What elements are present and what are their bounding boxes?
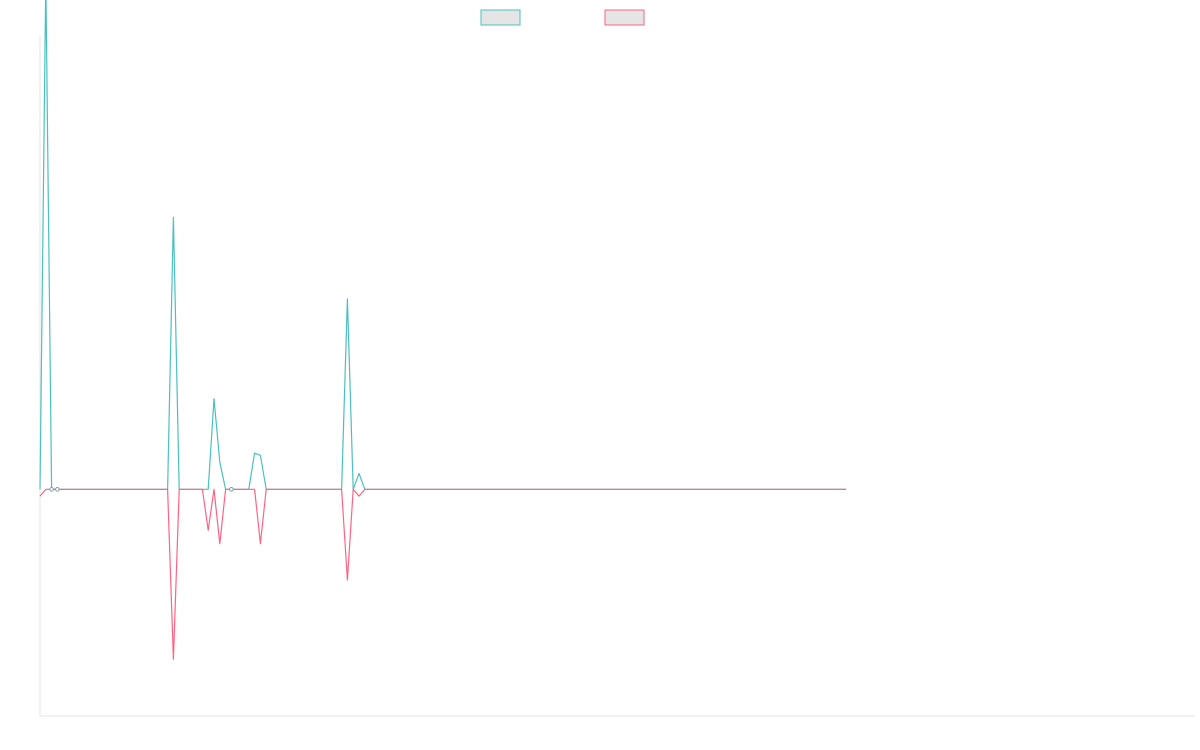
data-point-marker-1 [49,487,54,492]
legend-item-series-2[interactable] [604,9,645,26]
data-point-marker-3 [229,487,234,492]
point-markers [49,487,234,492]
data-point-marker-2 [55,487,60,492]
series-line-1 [39,0,847,490]
series-layer [39,0,847,660]
axes [39,36,1195,717]
legend-item-series-1[interactable] [480,9,521,26]
series-line-2 [39,488,847,660]
legend[interactable] [480,9,645,26]
